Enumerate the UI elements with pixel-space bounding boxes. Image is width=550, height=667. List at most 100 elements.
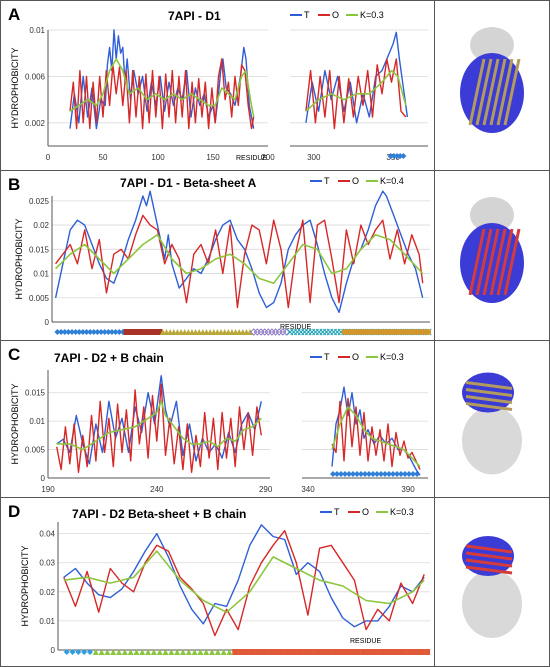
structure-grey-domain [462, 570, 522, 638]
marker-square [371, 649, 378, 655]
protein-structure-image [462, 372, 522, 475]
marker-triangle [127, 649, 134, 655]
marker-square [360, 649, 367, 655]
structure-strand [465, 558, 513, 568]
marker-square [138, 329, 145, 335]
x-tick-label: 200 [261, 153, 275, 162]
y-tick-label: 0.01 [33, 270, 49, 279]
structure-strand [475, 228, 493, 296]
series-o [55, 214, 424, 309]
marker-square [156, 329, 163, 335]
y-tick-label: 0.005 [25, 446, 46, 455]
panel-letter: B [8, 175, 20, 194]
marker-square [325, 649, 332, 655]
marker-square [284, 649, 291, 655]
legend-label: K=0.3 [360, 10, 384, 20]
series-line [55, 214, 424, 309]
marker-square [130, 329, 137, 335]
structure-strand [482, 58, 500, 126]
marker-square [336, 649, 343, 655]
x-tick-label: 290 [259, 485, 273, 494]
marker-triangle [121, 649, 128, 655]
series-line [331, 406, 421, 468]
chart-title: 7API - D2 + B chain [54, 351, 164, 365]
legend-label: T [324, 352, 330, 362]
marker-diamond [54, 329, 61, 335]
series-line [63, 524, 425, 628]
legend-label: K=0.4 [380, 176, 404, 186]
marker-square [267, 649, 274, 655]
marker-diamond [105, 329, 112, 335]
marker-triangle [226, 649, 233, 655]
legend-label: O [362, 507, 369, 517]
marker-diamond [387, 153, 394, 159]
marker-diamond [390, 153, 397, 159]
marker-diamond [410, 471, 416, 477]
series-o [69, 58, 407, 130]
protein-structure-image [460, 197, 524, 303]
residue-marker-band [54, 329, 126, 335]
series-line [331, 397, 421, 470]
structure-strand [465, 395, 513, 404]
y-tick-label: 0.015 [29, 245, 50, 254]
y-tick-label: 0 [51, 646, 56, 655]
x-tick-label: 0 [46, 153, 51, 162]
marker-square [400, 649, 407, 655]
marker-square [145, 329, 152, 335]
y-tick-label: 0.025 [29, 197, 50, 206]
marker-square [377, 649, 384, 655]
marker-diamond [98, 329, 105, 335]
marker-square [278, 649, 285, 655]
series-k-0-3 [63, 550, 425, 613]
series-k-0-3 [56, 400, 421, 468]
structure-strand [465, 381, 513, 390]
marker-square [255, 649, 262, 655]
marker-diamond [87, 329, 94, 335]
marker-diamond [382, 471, 388, 477]
structure-strand [468, 58, 486, 126]
marker-triangle [162, 649, 169, 655]
marker-square [261, 649, 268, 655]
marker-square [418, 649, 425, 655]
structure-strand [503, 58, 521, 126]
legend: T O K=0.3 [310, 352, 404, 362]
structure-grey-domain [462, 406, 522, 475]
marker-diamond [402, 471, 408, 477]
panel-letter: A [8, 5, 20, 24]
series-line [69, 58, 255, 118]
marker-square [342, 649, 349, 655]
marker-square [424, 649, 431, 655]
marker-triangle [220, 649, 227, 655]
y-tick-label: 0.006 [25, 72, 46, 81]
marker-triangle [110, 649, 117, 655]
structure-strand [465, 388, 513, 397]
series-line [56, 383, 262, 473]
marker-diamond [370, 471, 376, 477]
marker-square [290, 649, 297, 655]
series-line [305, 58, 407, 130]
marker-square [123, 329, 130, 335]
marker-square [365, 649, 372, 655]
x-tick-label: 150 [206, 153, 220, 162]
marker-diamond [75, 649, 82, 655]
structure-strand [465, 544, 513, 554]
residue-marker-band [159, 329, 254, 335]
y-axis-label: HYDROPHOBICITY [14, 218, 24, 299]
marker-circle [425, 329, 432, 335]
legend: T O K=0.4 [310, 176, 404, 186]
marker-diamond [346, 471, 352, 477]
structure-grey-region [470, 27, 514, 63]
marker-triangle [145, 649, 152, 655]
marker-diamond [406, 471, 412, 477]
x-tick-label: 390 [401, 485, 415, 494]
marker-square [383, 649, 390, 655]
marker-diamond [390, 471, 396, 477]
residue-marker-band [387, 153, 407, 159]
marker-triangle [209, 649, 216, 655]
marker-diamond [101, 329, 108, 335]
marker-square [319, 649, 326, 655]
marker-triangle [197, 649, 204, 655]
series-line [305, 69, 407, 112]
x-tick-label: 240 [150, 485, 164, 494]
